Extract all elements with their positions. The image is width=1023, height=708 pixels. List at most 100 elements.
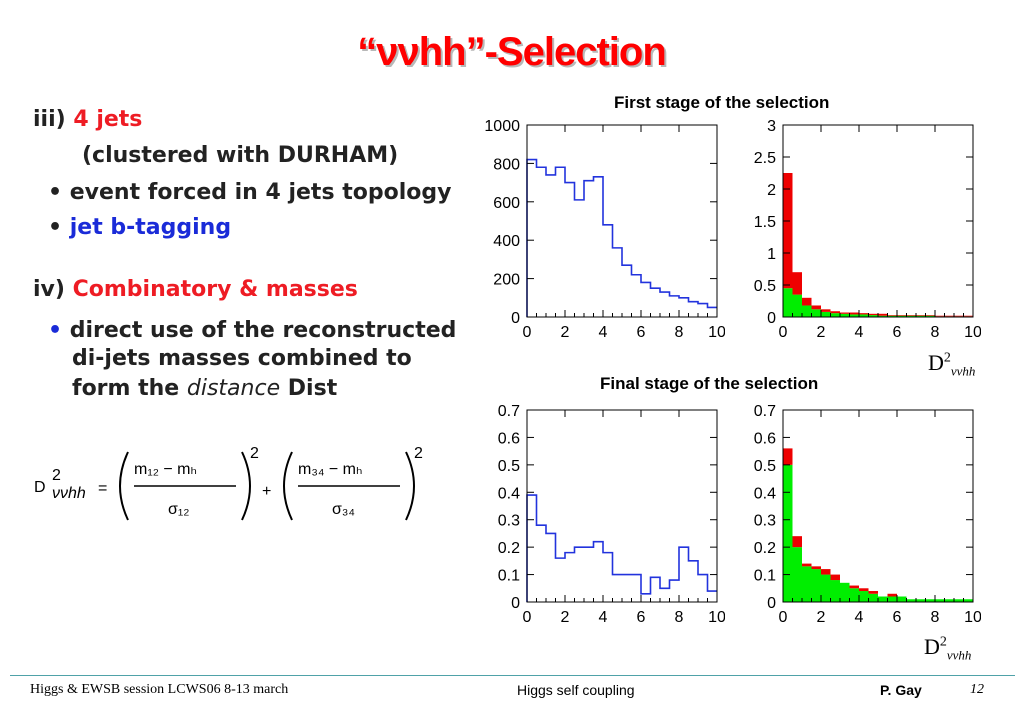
bullet-dot: • bbox=[48, 318, 63, 343]
bar-s1-bin-7 bbox=[849, 312, 859, 315]
item-iv-number: iv) bbox=[33, 277, 65, 302]
bullet-dot: • bbox=[48, 215, 63, 240]
bar-s1-bin-8 bbox=[859, 313, 869, 315]
x-tick-label: 0 bbox=[523, 609, 532, 626]
bar-s1-bin-0 bbox=[783, 448, 793, 465]
formula-den-1: σ₁₂ bbox=[168, 501, 189, 518]
y-tick-label: 0.5 bbox=[754, 278, 776, 295]
x-tick-label: 8 bbox=[675, 324, 684, 341]
bar-s0-bin-5 bbox=[830, 313, 840, 317]
bullet-l3-distance: distance bbox=[186, 376, 281, 401]
y-tick-label: 0.2 bbox=[498, 540, 520, 557]
bar-s0-bin-3 bbox=[811, 569, 821, 602]
bar-s0-bin-14 bbox=[916, 599, 926, 602]
x-tick-label: 6 bbox=[893, 609, 902, 626]
bar-s0-bin-4 bbox=[821, 574, 831, 602]
item-iv-heading: Combinatory & masses bbox=[72, 277, 358, 302]
bar-s0-bin-8 bbox=[859, 314, 869, 317]
x-axis-variable-label-bottom: D2ννhh bbox=[924, 634, 972, 663]
bar-s1-bin-9 bbox=[868, 313, 878, 316]
footer-page-number: 12 bbox=[970, 682, 984, 697]
bar-s1-bin-13 bbox=[906, 315, 916, 316]
bar-s1-bin-3 bbox=[811, 305, 821, 310]
bar-s0-bin-0 bbox=[783, 288, 793, 317]
bullet-forced-4jets: • event forced in 4 jets topology bbox=[48, 180, 452, 205]
x-tick-label: 2 bbox=[561, 324, 570, 341]
bar-s1-bin-16 bbox=[935, 315, 945, 317]
bar-s0-bin-18 bbox=[954, 599, 964, 602]
footer-topic: Higgs self coupling bbox=[517, 682, 635, 698]
bar-s1-bin-2 bbox=[802, 297, 812, 306]
formula-num-1: m₁₂ − mₕ bbox=[134, 461, 197, 478]
bar-s1-bin-4 bbox=[821, 309, 831, 312]
bar-s0-bin-11 bbox=[887, 596, 897, 602]
bullet-direct-use-l2: di-jets masses combined to bbox=[72, 346, 412, 371]
bar-s0-bin-2 bbox=[802, 305, 812, 317]
bar-s1-bin-4 bbox=[821, 569, 831, 575]
plot-frame bbox=[526, 409, 718, 603]
y-tick-label: 600 bbox=[493, 195, 520, 212]
x-tick-label: 4 bbox=[855, 324, 864, 341]
final-stage-label: Final stage of the selection bbox=[600, 374, 819, 393]
bar-s1-bin-6 bbox=[840, 312, 850, 314]
bar-s1-bin-12 bbox=[897, 315, 907, 316]
bar-s0-bin-4 bbox=[821, 311, 831, 317]
y-tick-label: 2 bbox=[767, 182, 776, 199]
x-tick-label: 4 bbox=[855, 609, 864, 626]
bar-s1-bin-5 bbox=[830, 574, 840, 581]
y-tick-label: 0.1 bbox=[754, 568, 776, 585]
bar-s0-bin-16 bbox=[935, 599, 945, 602]
y-tick-label: 0.2 bbox=[754, 540, 776, 557]
y-tick-label: 1000 bbox=[484, 118, 520, 135]
x-axis-variable-label-top: D2ννhh bbox=[928, 350, 976, 379]
item-iii-number: iii) bbox=[33, 107, 66, 132]
bar-s1-bin-9 bbox=[868, 591, 878, 594]
formula-num-2: m₃₄ − mₕ bbox=[298, 461, 362, 478]
footer-author: P. Gay bbox=[880, 682, 922, 698]
y-tick-label: 0.7 bbox=[754, 403, 776, 420]
plot-frame bbox=[526, 124, 718, 318]
bullet-direct-use: • direct use of the reconstructed bbox=[48, 318, 456, 343]
paren-right-1 bbox=[241, 451, 251, 521]
y-tick-label: 0 bbox=[767, 595, 776, 612]
x-tick-label: 10 bbox=[708, 324, 725, 341]
bar-s0-bin-6 bbox=[840, 582, 850, 602]
y-tick-label: 0.1 bbox=[498, 568, 520, 585]
bar-s0-bin-19 bbox=[963, 599, 973, 602]
x-tick-label: 8 bbox=[931, 324, 940, 341]
bar-s0-bin-10 bbox=[878, 596, 888, 602]
y-tick-label: 0.3 bbox=[754, 513, 776, 530]
x-tick-label: 4 bbox=[599, 324, 608, 341]
formula-equals: = bbox=[98, 480, 107, 497]
bar-s1-bin-18 bbox=[954, 315, 964, 317]
x-tick-label: 2 bbox=[817, 324, 826, 341]
bar-s0-bin-1 bbox=[792, 547, 802, 602]
footer-rule bbox=[10, 675, 1015, 676]
bar-s1-bin-10 bbox=[878, 313, 888, 316]
bar-s0-bin-8 bbox=[859, 591, 869, 602]
x-tick-label: 8 bbox=[931, 609, 940, 626]
formula-lhs-sup: 2 bbox=[52, 467, 61, 484]
bar-s1-bin-8 bbox=[859, 588, 869, 592]
histogram-final-stage-all: 0 0.1 0.2 0.3 0.4 0.5 0.6 0.7 0 2 4 6 8 10 bbox=[498, 403, 725, 626]
bar-s0-bin-17 bbox=[944, 599, 954, 602]
y-tick-label: 0.6 bbox=[754, 430, 776, 447]
x-tick-label: 6 bbox=[637, 324, 646, 341]
y-tick-label: 1.5 bbox=[754, 214, 776, 231]
bar-s0-bin-9 bbox=[868, 593, 878, 602]
bar-s1-bin-1 bbox=[792, 272, 802, 295]
bar-s0-bin-7 bbox=[849, 588, 859, 602]
item-iii: iii) 4 jets bbox=[33, 107, 142, 132]
y-tick-label: 3 bbox=[767, 118, 776, 135]
y-tick-label: 0.5 bbox=[498, 458, 520, 475]
bar-s0-bin-11 bbox=[887, 315, 897, 317]
slide-title: “ννhh”-Selection bbox=[357, 30, 667, 74]
bar-s1-bin-11 bbox=[887, 315, 897, 316]
first-stage-label: First stage of the selection bbox=[614, 93, 830, 112]
histogram-line bbox=[526, 158, 717, 317]
formula-den-2: σ₃₄ bbox=[332, 501, 355, 518]
x-tick-label: 10 bbox=[964, 609, 981, 626]
bar-s0-bin-1 bbox=[792, 294, 802, 317]
x-tick-label: 6 bbox=[893, 324, 902, 341]
bullet-btagging: • jet b-tagging bbox=[48, 215, 231, 240]
